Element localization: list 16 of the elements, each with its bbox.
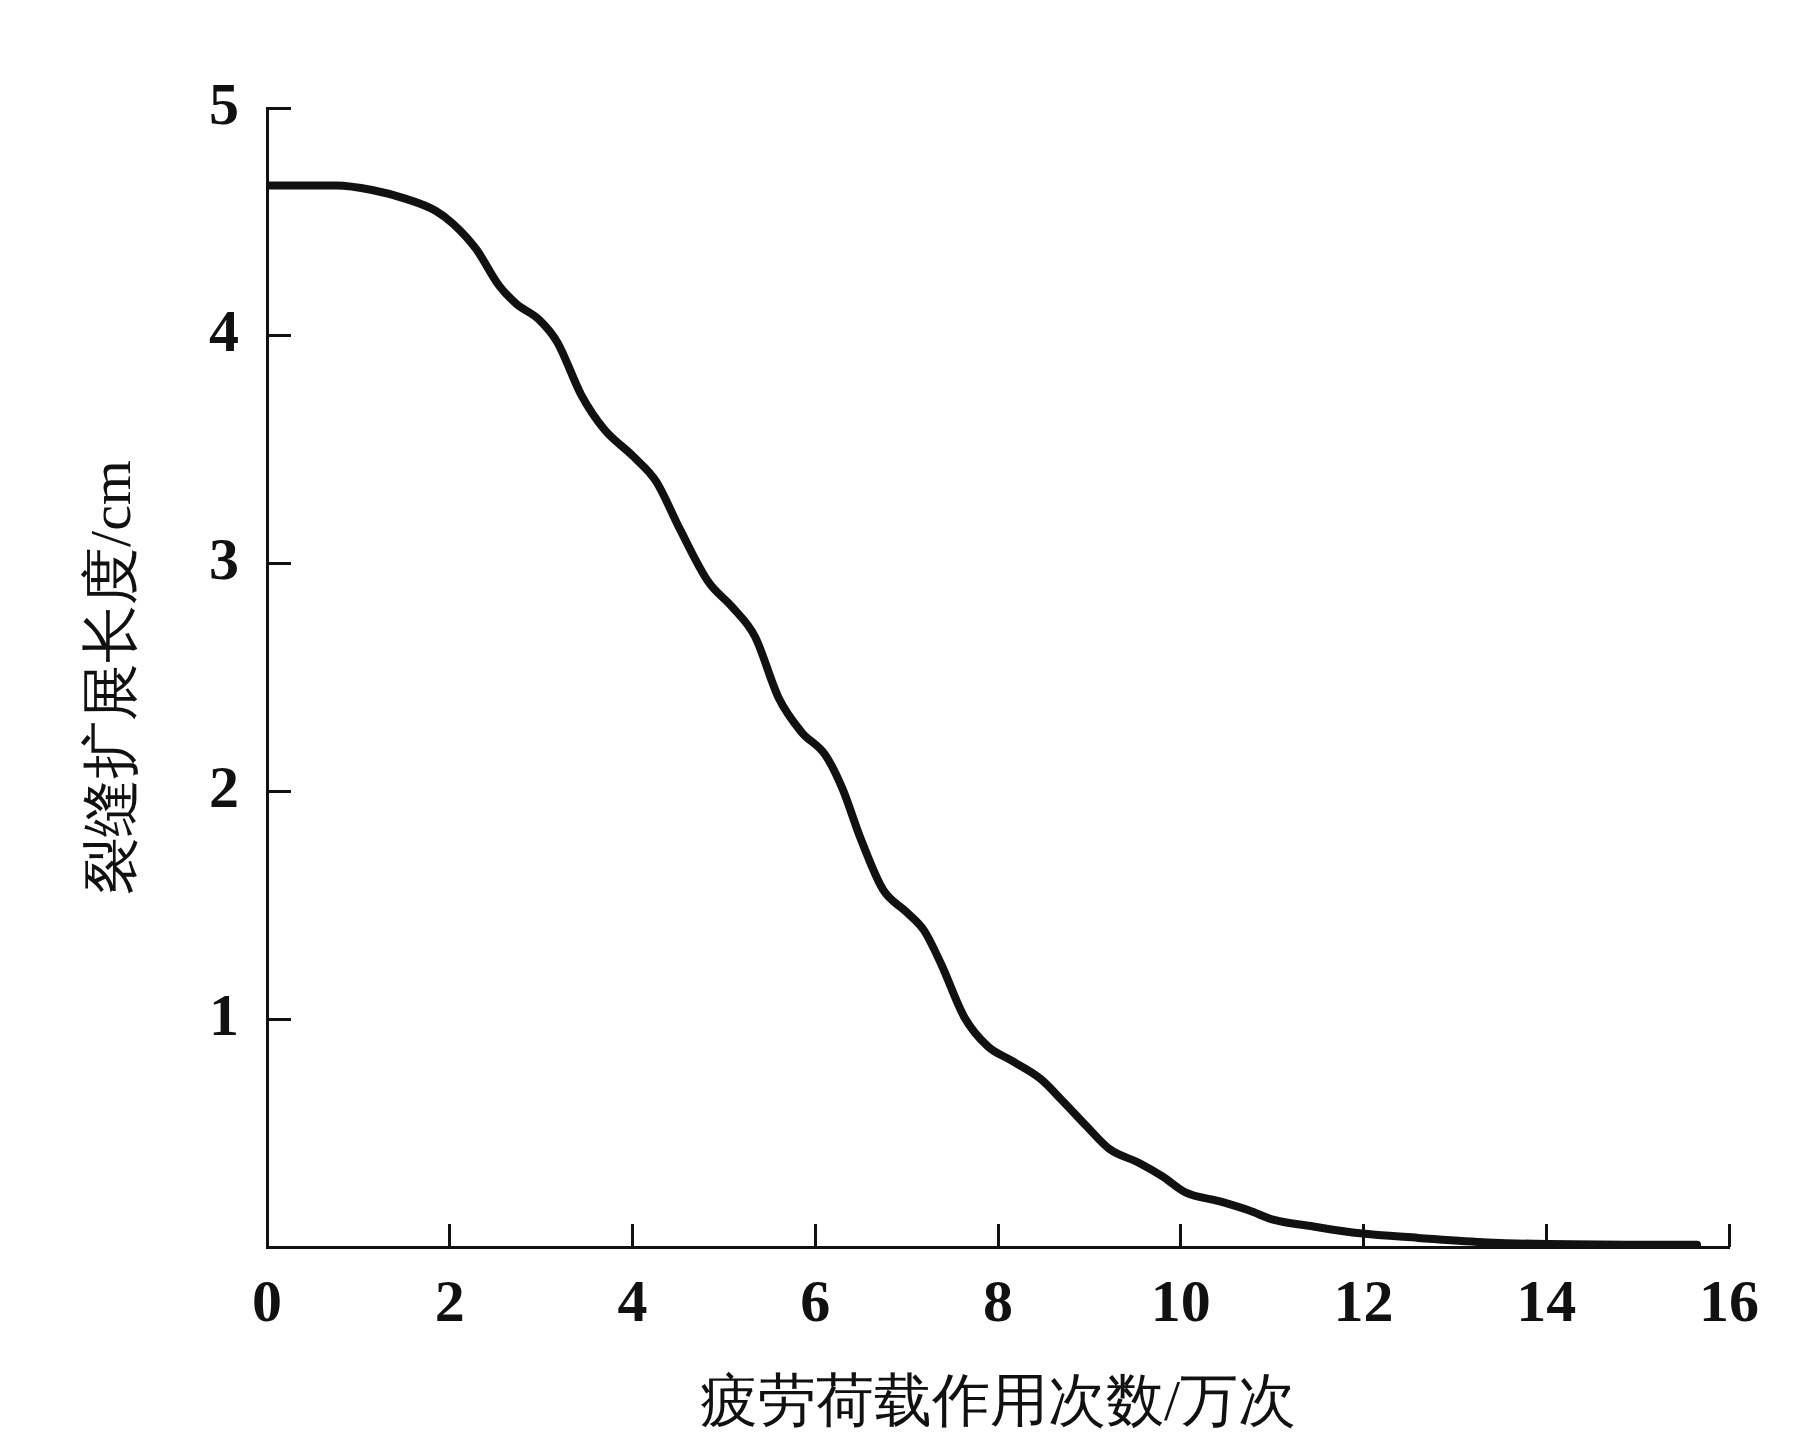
x-tick-label: 12 xyxy=(1333,1267,1394,1334)
x-axis-title: 疲劳荷载作用次数/万次 xyxy=(699,1368,1297,1434)
x-tick-label: 4 xyxy=(617,1267,648,1334)
y-tick-label: 5 xyxy=(209,70,239,137)
y-tick-label: 1 xyxy=(209,981,239,1048)
x-tick-label: 14 xyxy=(1516,1267,1577,1334)
x-tick-label: 6 xyxy=(800,1267,831,1334)
y-tick-label: 4 xyxy=(209,298,239,365)
x-tick-label: 16 xyxy=(1699,1267,1759,1334)
y-tick-label: 2 xyxy=(209,753,239,820)
x-tick-label: 0 xyxy=(252,1267,282,1334)
y-tick-label: 3 xyxy=(209,526,239,593)
x-tick-label: 8 xyxy=(983,1267,1013,1334)
x-tick-label: 10 xyxy=(1150,1267,1211,1334)
x-tick-label: 2 xyxy=(434,1267,465,1334)
y-axis-title: 裂缝扩展长度/cm xyxy=(78,460,144,895)
